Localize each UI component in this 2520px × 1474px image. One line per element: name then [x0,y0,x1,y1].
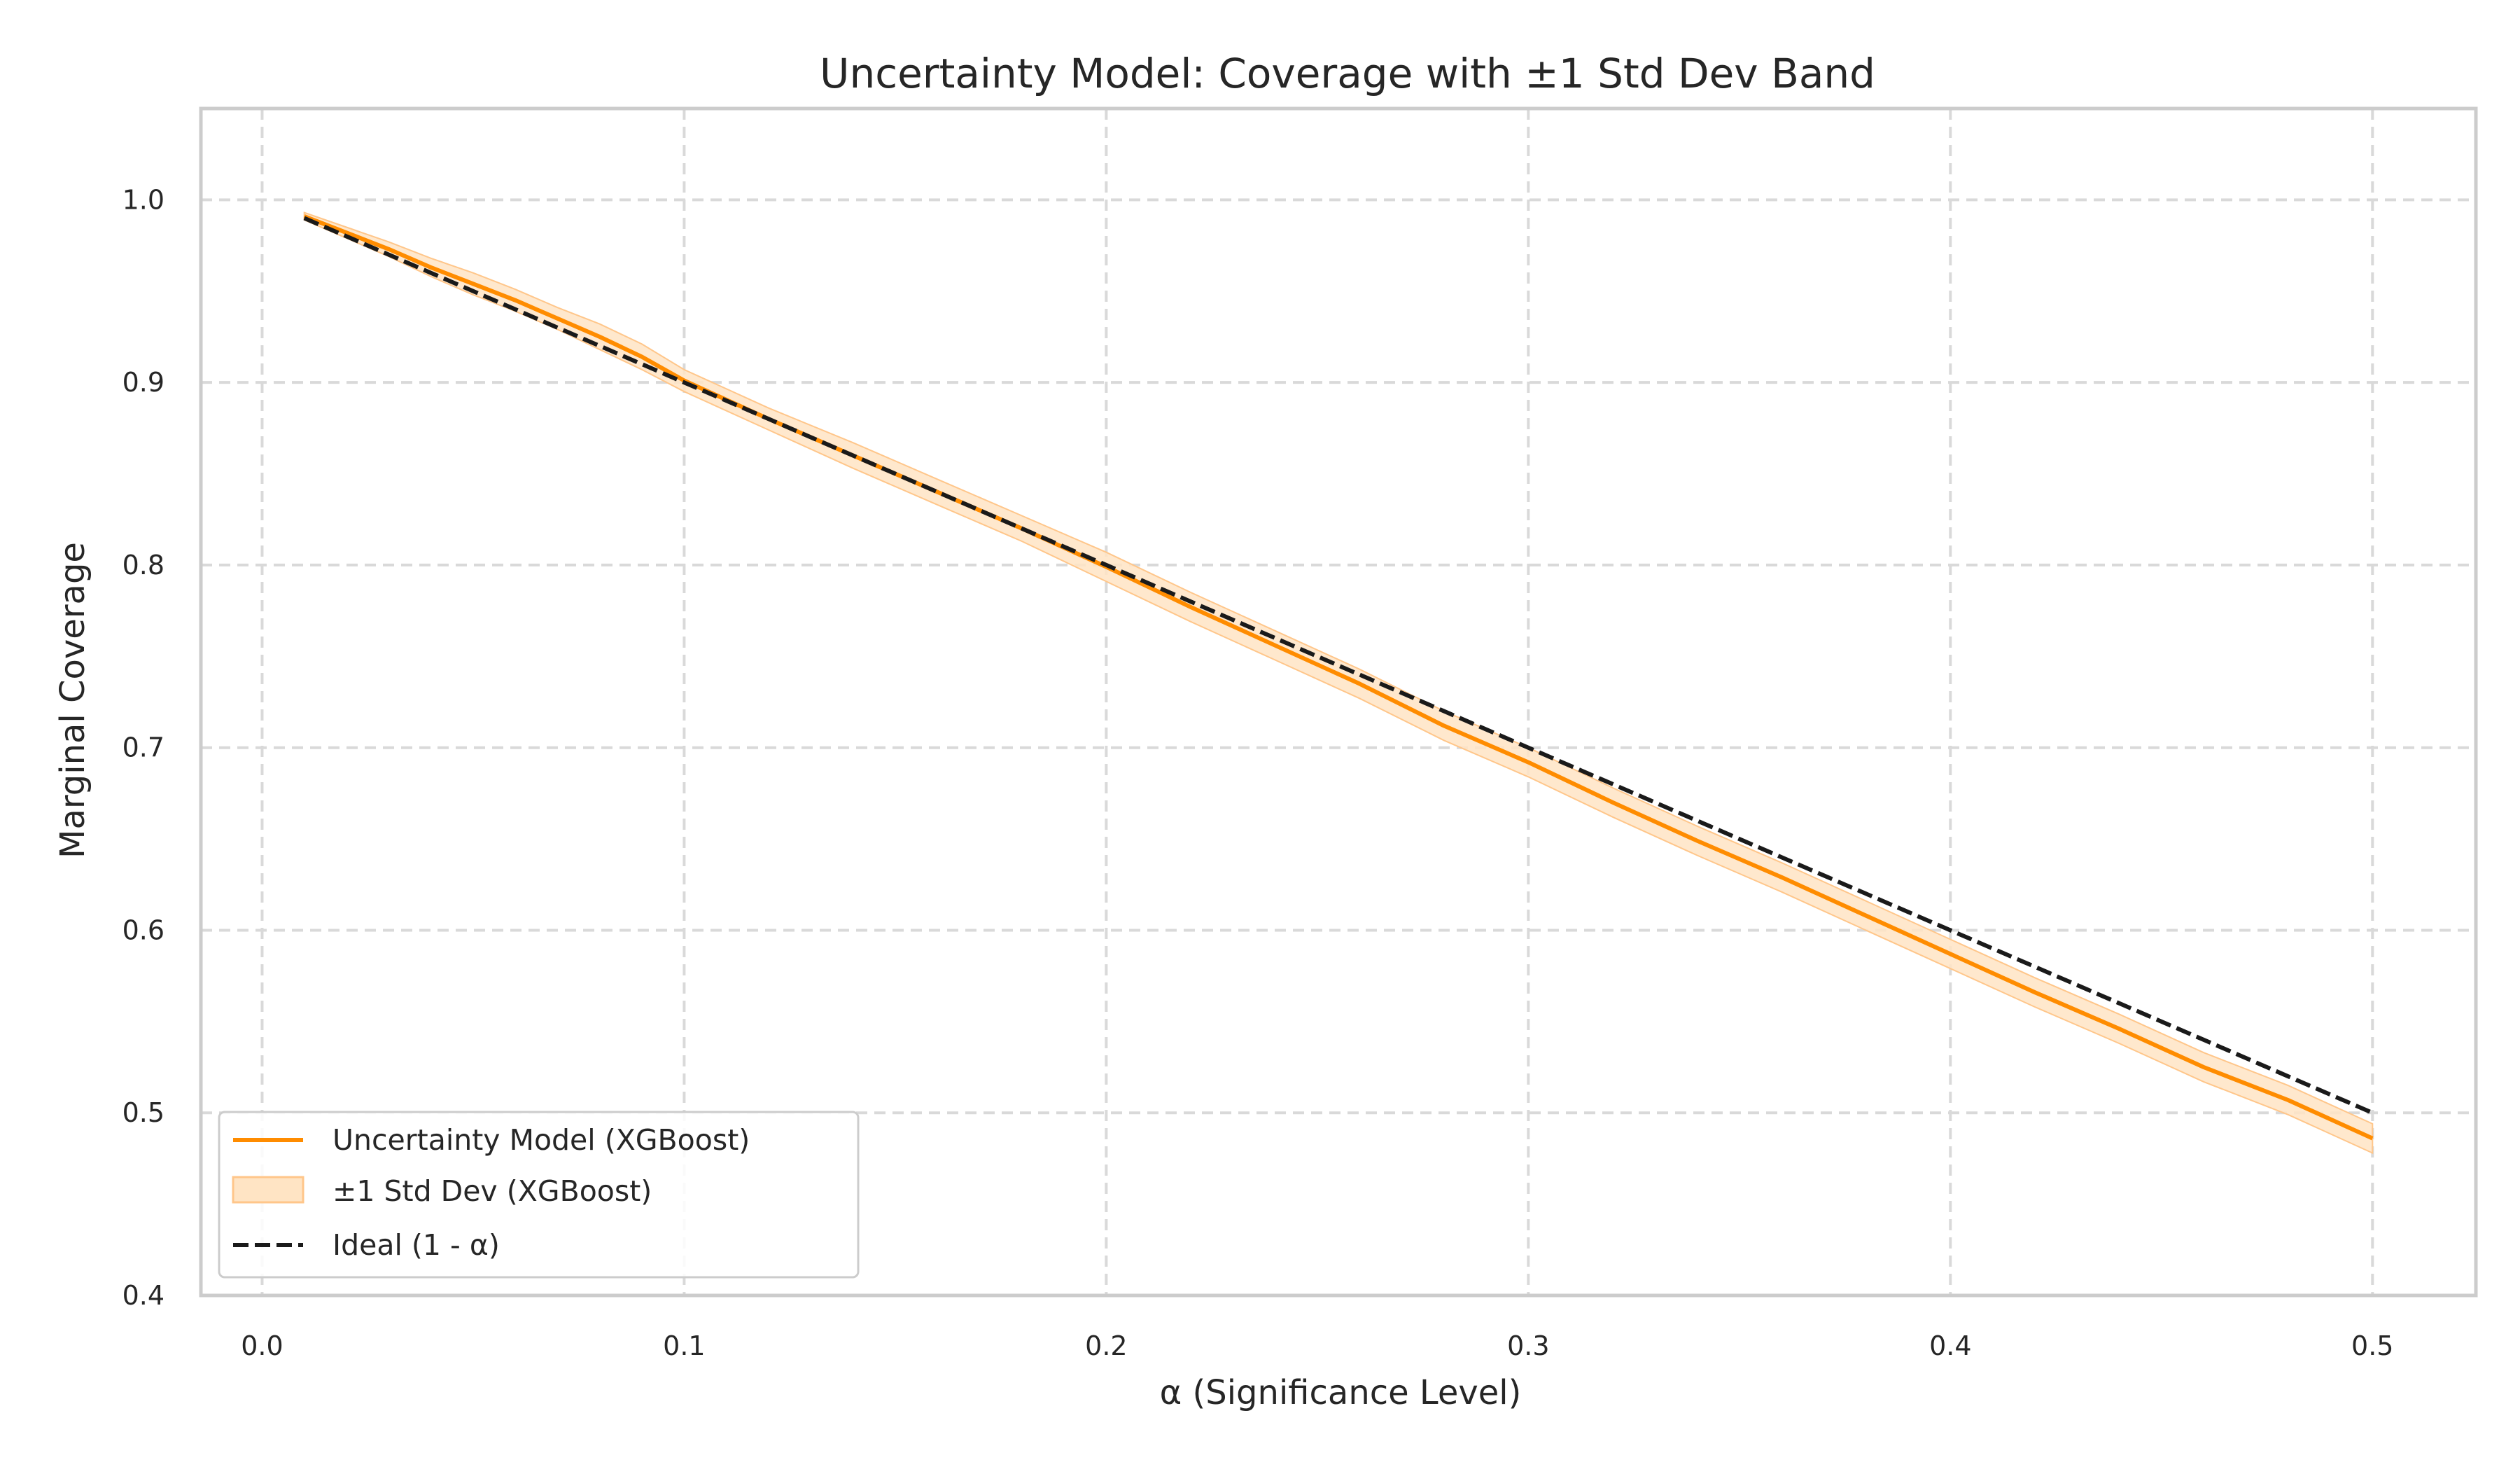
y-tick-label: 0.7 [122,732,164,763]
x-tick-label: 0.1 [663,1330,705,1361]
plot-frame [199,106,2478,1298]
legend-label-model: Uncertainty Model (XGBoost) [332,1123,750,1157]
tick-labels: 0.0 0.1 0.2 0.3 0.4 0.5 0.4 0.5 0.6 0.7 0.8 0.9 1.0 [122,184,2394,1361]
y-tick-label: 0.9 [122,367,164,398]
x-tick-label: 0.2 [1085,1330,1127,1361]
std-dev-band [303,211,2374,1155]
legend: Uncertainty Model (XGBoost) ±1 Std Dev (… [218,1111,860,1279]
y-tick-label: 0.8 [122,550,164,580]
y-tick-label: 0.5 [122,1097,164,1128]
chart-title: Uncertainty Model: Coverage with ±1 Std … [820,50,1875,97]
legend-box [218,1111,860,1279]
y-tick-label: 0.4 [122,1280,164,1311]
legend-label-band: ±1 Std Dev (XGBoost) [332,1174,652,1208]
legend-label-ideal: Ideal (1 - α) [332,1228,500,1262]
y-tick-label: 0.6 [122,915,164,945]
series-lines-layer [303,214,2374,1141]
x-axis-label: α (Significance Level) [1160,1373,1522,1412]
x-tick-label: 0.3 [1507,1330,1549,1361]
x-tick-label: 0.0 [241,1330,283,1361]
grid-lines [201,109,2476,1297]
std-dev-band-layer [303,211,2374,1155]
x-tick-label: 0.5 [2351,1330,2393,1361]
x-tick-label: 0.4 [1929,1330,1971,1361]
ideal-coverage-line [303,216,2374,1115]
y-axis-label: Marginal Coverage [53,542,92,858]
y-tick-label: 1.0 [122,184,164,215]
legend-swatch-band [232,1176,304,1204]
model-coverage-line [303,214,2374,1141]
